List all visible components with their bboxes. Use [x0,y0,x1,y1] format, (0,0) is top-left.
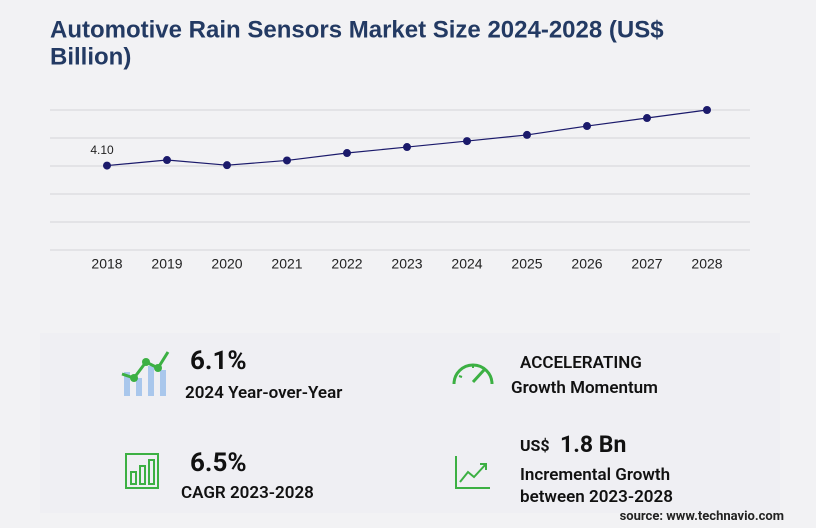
x-tick-label: 2027 [631,256,662,272]
point [643,114,651,123]
momentum-label: Growth Momentum [511,378,658,398]
chart-title: Billion) [50,43,131,70]
gauge-icon [452,363,494,385]
cagr-label: CAGR 2023-2028 [181,483,314,503]
point [163,156,171,165]
chart-title: Automotive Rain Sensors Market Size 2024… [50,16,664,43]
incremental-label: between 2023-2028 [520,487,673,507]
point [403,143,411,152]
yoy-label: 2024 Year-over-Year [185,383,343,403]
x-tick-label: 2018 [91,256,122,272]
x-tick-label: 2021 [271,256,302,272]
point [223,161,231,170]
x-tick-label: 2023 [391,256,422,272]
point [523,130,531,139]
point [283,156,291,165]
x-tick-label: 2019 [151,256,182,272]
x-tick-label: 2022 [331,256,362,272]
point [343,149,351,158]
x-tick-label: 2028 [691,256,722,272]
x-tick-label: 2020 [211,256,242,272]
value-label: 4.10 [90,143,114,157]
cagr-icon [125,453,159,489]
incremental-label: Incremental Growth [520,465,671,485]
x-tick-label: 2026 [571,256,602,272]
point [463,137,471,146]
point [103,161,111,170]
growth-icon [455,456,490,489]
point [703,106,711,114]
yoy-icon [121,351,170,396]
yoy-value: 6.1% [190,346,247,376]
incremental-value: 1.8 Bn [560,431,627,458]
incremental-unit: US$ [520,436,550,455]
x-tick-label: 2024 [451,256,482,272]
momentum-value: ACCELERATING [520,353,642,373]
chart: Automotive Rain Sensors Market Size 2024… [50,16,750,272]
point [583,122,591,131]
cagr-value: 6.5% [190,448,247,478]
x-tick-label: 2025 [511,256,542,272]
source: source: www.technavio.com [619,509,784,524]
stats-panel [40,333,780,513]
